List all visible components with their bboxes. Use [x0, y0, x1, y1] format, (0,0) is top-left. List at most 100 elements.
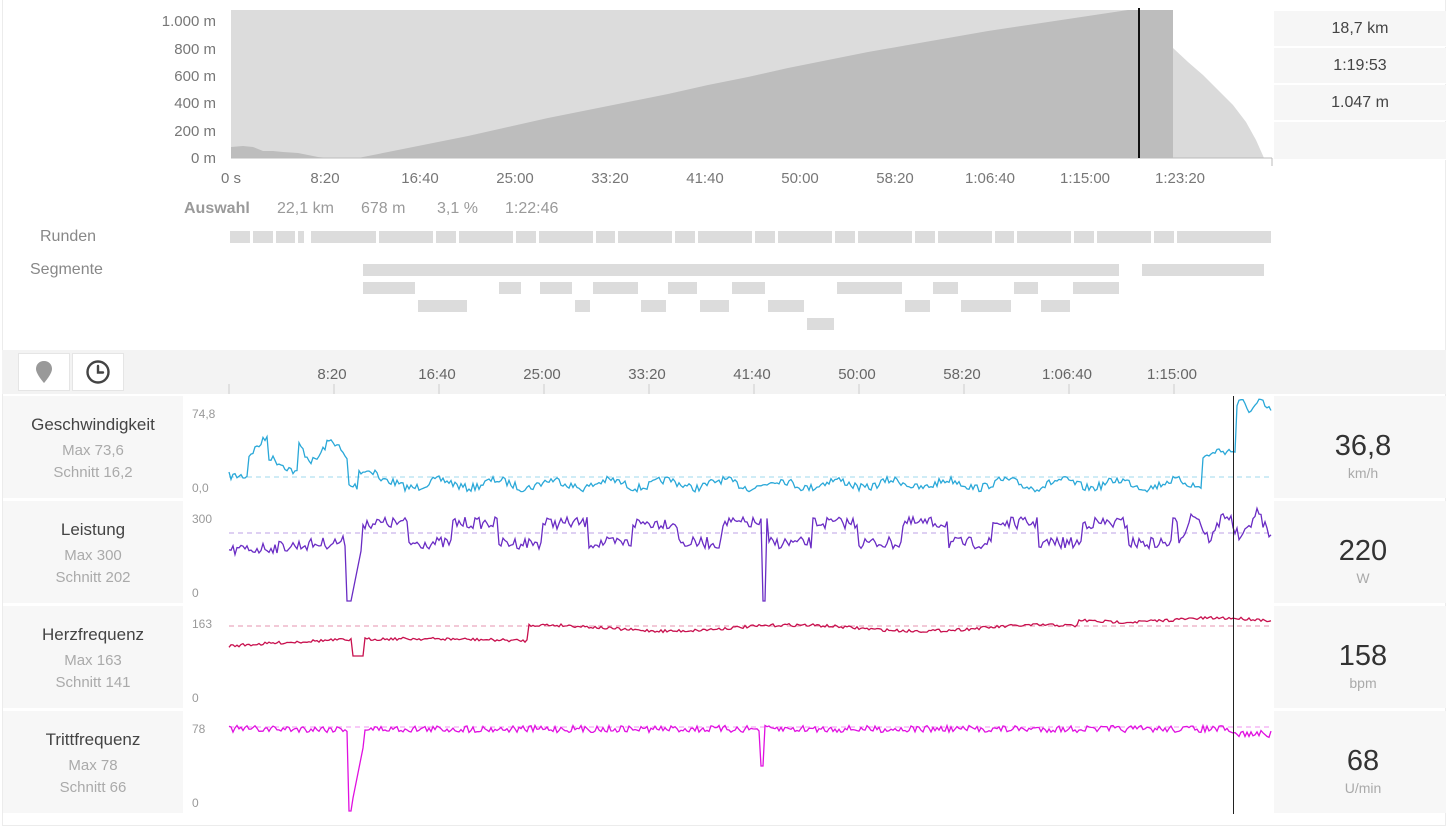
segment-bar[interactable] [575, 300, 590, 312]
segment-bar[interactable] [1073, 282, 1119, 294]
segment-bar[interactable] [837, 282, 902, 294]
metrics-toolbar [2, 350, 1446, 394]
metric-current-value: 68 [1346, 745, 1380, 777]
lap-bar[interactable] [379, 231, 433, 243]
segment-bar[interactable] [418, 300, 467, 312]
lap-bar[interactable] [835, 231, 855, 243]
metric-scale-bottom: 0 [192, 586, 199, 600]
lap-bar[interactable] [253, 231, 273, 243]
segment-bar[interactable] [1041, 300, 1070, 312]
cursor-altitude: 1.047 m [1274, 85, 1446, 121]
metric-value-bg [1274, 501, 1446, 603]
metric-info-bg [3, 711, 183, 813]
timeline-tick-label: 25:00 [523, 366, 561, 383]
lap-bar[interactable] [995, 231, 1014, 243]
segment-bar[interactable] [732, 282, 765, 294]
lap-bar[interactable] [311, 231, 376, 243]
segment-bar[interactable] [1014, 282, 1038, 294]
metric-scale-top: 300 [192, 512, 213, 526]
timeline-tick-label: 58:20 [943, 366, 981, 383]
metric-trace-line [228, 723, 1272, 812]
segment-bar[interactable] [807, 318, 834, 330]
timeline-tick-label: 1:15:00 [1146, 366, 1198, 383]
lap-bar[interactable] [675, 231, 695, 243]
metrics-cursor-line[interactable] [1233, 396, 1234, 814]
x-tick-label: 25:00 [496, 170, 534, 187]
laps-label: Runden [40, 228, 97, 245]
lap-bar[interactable] [1177, 231, 1271, 243]
y-tick-label: 200 m [174, 123, 216, 140]
lap-bar[interactable] [858, 231, 912, 243]
lap-bar[interactable] [618, 231, 672, 243]
metric-plot[interactable] [228, 396, 1274, 498]
metric-unit: U/min [1344, 780, 1382, 796]
lap-bar[interactable] [1017, 231, 1071, 243]
metric-trace-line [228, 506, 1272, 602]
segment-bar[interactable] [933, 282, 958, 294]
segment-bar[interactable] [1142, 264, 1264, 276]
lap-bar[interactable] [1074, 231, 1094, 243]
selection-distance: 22,1 km [277, 200, 334, 217]
x-tick-label: 1:23:20 [1154, 170, 1206, 187]
elevation-area [231, 10, 1173, 158]
cursor-distance: 18,7 km [1274, 11, 1446, 47]
metric-max: Max 73,6 [62, 442, 124, 459]
segments-label: Segmente [30, 261, 103, 278]
distance-axis-button[interactable] [18, 353, 70, 391]
lap-bar[interactable] [698, 231, 752, 243]
time-axis-button[interactable] [72, 353, 124, 391]
timeline-tick-label: 1:06:40 [1041, 366, 1093, 383]
metric-scale-bottom: 0 [192, 691, 199, 705]
lap-bar[interactable] [298, 231, 304, 243]
segment-bar[interactable] [961, 300, 1011, 312]
metric-plot[interactable] [228, 711, 1274, 813]
metric-value-bg [1274, 606, 1446, 708]
metric-average: Schnitt 141 [55, 674, 131, 691]
segment-bar[interactable] [700, 300, 729, 312]
y-tick-label: 0 m [190, 150, 216, 167]
lap-bar[interactable] [915, 231, 935, 243]
cursor-stats-empty [1274, 122, 1446, 160]
lap-bar[interactable] [778, 231, 832, 243]
segment-bar[interactable] [593, 282, 638, 294]
segment-bar[interactable] [363, 264, 1119, 276]
segment-bar[interactable] [363, 282, 415, 294]
x-tick-label: 8:20 [310, 170, 340, 187]
segment-bar[interactable] [768, 300, 804, 312]
timeline-tick-label: 50:00 [838, 366, 876, 383]
timeline-tick-label: 33:20 [628, 366, 666, 383]
metric-scale-top: 78 [192, 722, 206, 736]
lap-bar[interactable] [1154, 231, 1174, 243]
metric-name: Trittfrequenz [45, 730, 141, 749]
segment-bar[interactable] [905, 300, 930, 312]
lap-bar[interactable] [539, 231, 593, 243]
lap-bar[interactable] [596, 231, 615, 243]
metric-max: Max 300 [64, 547, 122, 564]
metric-unit: km/h [1347, 465, 1379, 481]
elevation-chart[interactable] [228, 0, 1274, 170]
timeline-tick-label: 16:40 [418, 366, 456, 383]
segment-bar[interactable] [641, 300, 666, 312]
metric-scale-bottom: 0,0 [192, 481, 209, 495]
metric-info-bg [3, 606, 183, 708]
lap-bar[interactable] [1097, 231, 1151, 243]
metric-plot[interactable] [228, 606, 1274, 708]
metric-scale-bottom: 0 [192, 796, 199, 810]
x-tick-label: 1:06:40 [964, 170, 1016, 187]
metric-plot[interactable] [228, 501, 1274, 603]
lap-bar[interactable] [938, 231, 992, 243]
lap-bar[interactable] [459, 231, 513, 243]
lap-bar[interactable] [230, 231, 250, 243]
segment-bar[interactable] [668, 282, 697, 294]
lap-bar[interactable] [276, 231, 295, 243]
metric-info-bg [3, 501, 183, 603]
lap-bar[interactable] [436, 231, 456, 243]
metric-trace-line [228, 615, 1272, 657]
segment-bar[interactable] [499, 282, 521, 294]
lap-bar[interactable] [755, 231, 775, 243]
lap-bar[interactable] [516, 231, 536, 243]
x-tick-label: 58:20 [876, 170, 914, 187]
segment-bar[interactable] [540, 282, 572, 294]
metric-scale-top: 163 [192, 617, 213, 631]
metric-average: Schnitt 66 [59, 779, 127, 796]
